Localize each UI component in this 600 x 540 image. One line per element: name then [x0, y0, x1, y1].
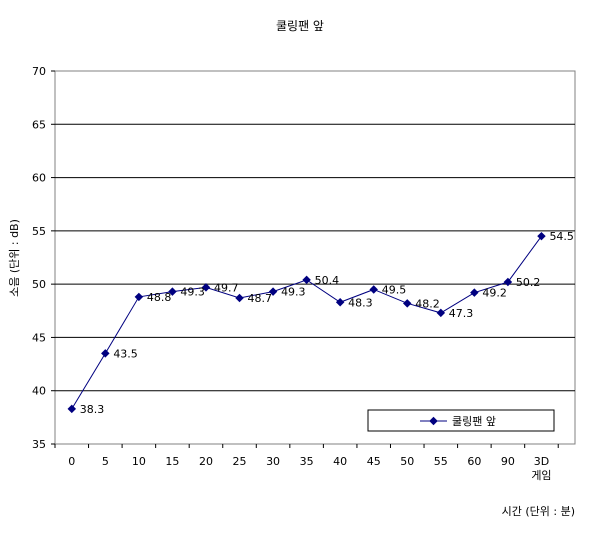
data-label: 38.3	[80, 403, 105, 416]
data-label: 48.8	[147, 291, 172, 304]
y-tick-label: 65	[32, 118, 46, 131]
data-label: 50.4	[315, 274, 340, 287]
x-tick-label: 5	[102, 455, 109, 468]
data-label: 49.5	[382, 283, 407, 296]
x-tick-label: 15	[165, 455, 179, 468]
x-tick-label: 25	[233, 455, 247, 468]
y-tick-label: 55	[32, 225, 46, 238]
y-tick-label: 45	[32, 331, 46, 344]
x-tick-label: 0	[68, 455, 75, 468]
data-label: 48.7	[248, 292, 272, 305]
x-tick-label: 35	[300, 455, 314, 468]
y-axis-ticks: 35 40 45 50 55 60 65 70	[32, 65, 55, 451]
x-axis-ticks: 0 5 10 15 20 25 30 35 40 45 50 55 60 90 3D 게임	[54, 444, 559, 482]
data-label: 54.5	[549, 230, 574, 243]
points-group	[67, 231, 546, 414]
x-tick-label: 3D 게임	[531, 455, 551, 482]
x-tick-label: 90	[501, 455, 515, 468]
data-label: 50.2	[516, 276, 541, 289]
data-point	[134, 292, 144, 302]
data-label: 47.3	[449, 307, 474, 320]
data-point	[168, 287, 177, 296]
data-point	[302, 275, 311, 285]
data-label: 49.2	[482, 287, 507, 300]
x-axis-title: 시간 (단위 : 분)	[502, 505, 575, 518]
data-label: 48.3	[348, 296, 373, 309]
y-tick-label: 70	[32, 65, 46, 78]
plot-area	[54, 70, 576, 445]
x-tick-label: 45	[367, 455, 381, 468]
data-label: 49.3	[281, 286, 306, 299]
y-tick-label: 35	[32, 438, 46, 451]
x-tick-label: 55	[434, 455, 448, 468]
x-tick-label: 10	[132, 455, 146, 468]
legend: 쿨링팬 앞	[367, 409, 555, 432]
data-point	[369, 285, 378, 294]
data-label: 49.3	[180, 286, 205, 299]
data-point	[503, 277, 513, 287]
data-point	[436, 308, 446, 318]
grid-lines	[55, 123, 575, 392]
y-tick-label: 40	[32, 385, 46, 398]
data-label: 43.5	[113, 347, 137, 360]
legend-box	[367, 409, 555, 432]
x-tick-label: 40	[333, 455, 347, 468]
data-point	[201, 283, 211, 292]
x-tick-label: 30	[266, 455, 280, 468]
data-point	[403, 299, 412, 308]
labels-group: 38.3 43.5 48.8 49.3 49.7 48.7 49.3 50.4 48.3 49.5…	[80, 230, 574, 416]
data-point	[335, 298, 345, 307]
chart-title: 쿨링팬 앞	[276, 19, 324, 33]
data-label: 48.2	[415, 297, 440, 310]
data-point	[101, 349, 110, 358]
legend-label: 쿨링팬 앞	[452, 415, 496, 428]
data-point	[268, 287, 278, 296]
y-tick-label: 60	[32, 172, 46, 185]
data-label: 49.7	[214, 281, 239, 294]
data-point	[235, 293, 244, 303]
x-tick-label: 50	[400, 455, 414, 468]
data-point	[67, 404, 77, 414]
y-axis-title: 소음 (단위 : dB)	[8, 219, 21, 297]
x-tick-label: 20	[199, 455, 213, 468]
x-tick-label: 60	[467, 455, 481, 468]
data-point	[470, 288, 479, 297]
legend-marker-swatch	[429, 416, 438, 426]
y-tick-label: 50	[32, 278, 46, 291]
